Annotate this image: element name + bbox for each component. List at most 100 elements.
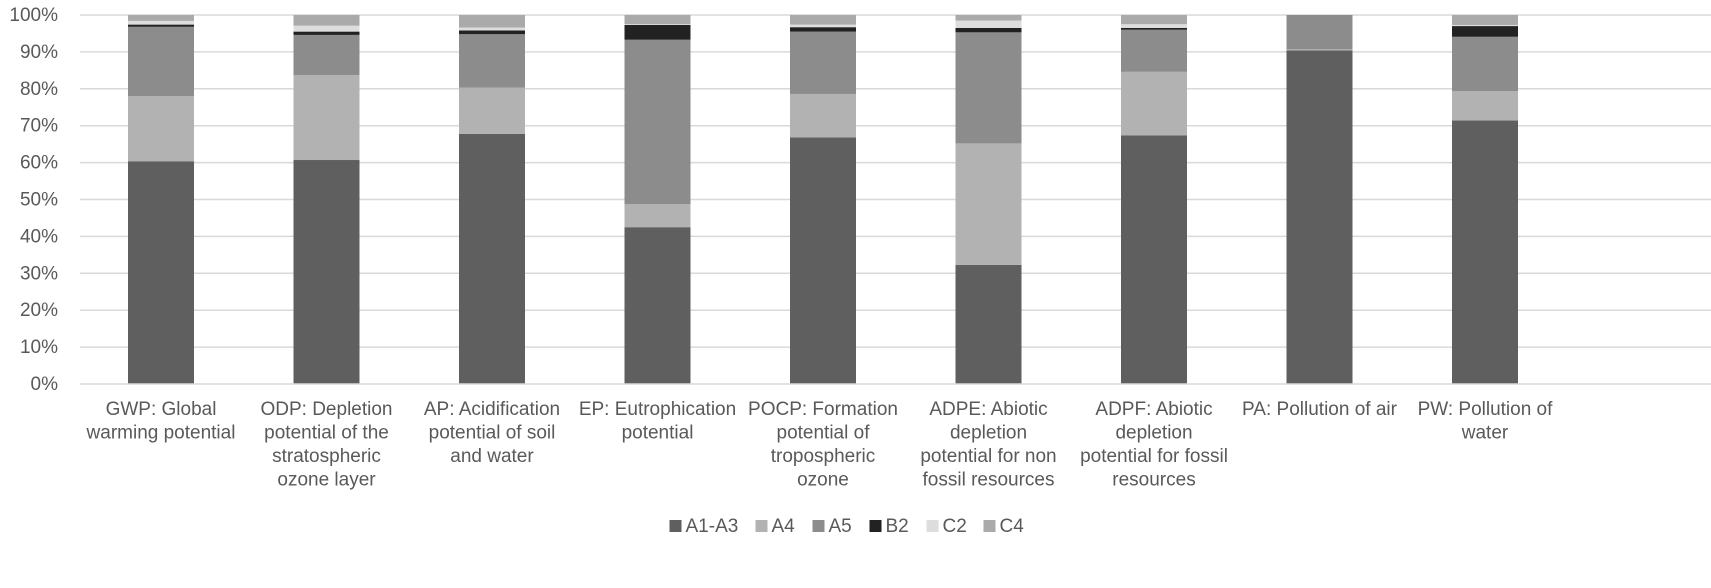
- bar-stack: [1286, 15, 1353, 384]
- x-category-label-line: ODP: Depletion: [260, 399, 392, 420]
- x-category-label-line: warming potential: [86, 423, 236, 444]
- x-category-label-line: potential: [622, 423, 694, 444]
- x-category-label-line: POCP: Formation: [748, 399, 898, 420]
- legend-swatch: [983, 520, 996, 532]
- bar-segment-a5: [459, 34, 525, 88]
- bar-segment-c2: [1121, 24, 1187, 28]
- bars: [128, 15, 1518, 384]
- x-category-label-line: EP: Eutrophication: [579, 399, 736, 420]
- legend-label: C2: [943, 516, 967, 537]
- bar-segment-c4: [128, 15, 194, 21]
- bar-segment-c4: [624, 15, 691, 25]
- bar-segment-c2: [790, 24, 856, 28]
- bar-segment-c2: [1452, 24, 1518, 27]
- x-category-label-line: tropospheric: [771, 446, 876, 467]
- x-category-label-line: ADPF: Abiotic: [1095, 399, 1212, 420]
- bar-segment-a1-a3: [1452, 120, 1518, 384]
- legend-label: A1-A3: [686, 516, 739, 537]
- bar-stack: [1121, 15, 1187, 384]
- legend-label: C4: [1000, 516, 1025, 537]
- bar-segment-a1-a3: [955, 264, 1022, 384]
- legend-item-b2: B2: [869, 516, 909, 537]
- bar-segment-b2: [128, 24, 194, 27]
- x-category-label: ODP: Depletion potential of the stratosphe…: [260, 399, 392, 491]
- bar-segment-a1-a3: [293, 160, 360, 384]
- bar-segment-a5: [790, 31, 856, 94]
- x-category-label: PA: Pollution of air: [1242, 399, 1398, 420]
- y-tick-label: 30%: [20, 263, 58, 284]
- y-axis-ticks: 0% 10% 20% 30% 40% 50% 60% 70% 80% 90% 100%: [9, 5, 58, 395]
- bar-segment-a1-a3: [1121, 135, 1187, 384]
- bar-stack: [293, 15, 360, 384]
- bar-segment-a5: [1121, 29, 1187, 72]
- x-category-label-line: water: [1461, 423, 1509, 444]
- x-category-label-line: GWP: Global: [106, 399, 217, 420]
- x-category-label: PW: Pollution of water: [1418, 399, 1554, 444]
- bar-segment-c4: [1452, 15, 1518, 25]
- bar-segment-b2: [1121, 27, 1187, 30]
- legend-swatch: [926, 520, 939, 532]
- legend-item-c2: C2: [926, 516, 967, 537]
- bar-segment-a5: [624, 39, 691, 205]
- bar-segment-a5: [955, 32, 1022, 144]
- bar-segment-c4: [790, 15, 856, 25]
- x-category-label: AP: Acidification potential of soil and wa…: [424, 399, 560, 467]
- y-tick-label: 20%: [20, 300, 58, 321]
- bar-segment-c4: [955, 15, 1022, 21]
- bar-segment-a4: [1121, 71, 1187, 136]
- bar-segment-a4: [955, 143, 1022, 265]
- category-labels: GWP: Global warming potential ODP: Depleti…: [86, 399, 1554, 491]
- x-category-label-line: AP: Acidification: [424, 399, 560, 420]
- bar-segment-a4: [1452, 91, 1518, 121]
- bar-segment-a1-a3: [459, 133, 525, 384]
- x-category-label: GWP: Global warming potential: [86, 399, 236, 444]
- y-tick-label: 10%: [20, 337, 58, 358]
- legend-label: B2: [886, 516, 909, 537]
- x-category-label: ADPE: Abiotic depletion potential for non f…: [920, 399, 1056, 491]
- legend-swatch: [755, 520, 768, 532]
- bar-segment-a5: [1286, 15, 1353, 50]
- bar-segment-c2: [955, 20, 1022, 28]
- y-tick-label: 50%: [20, 190, 58, 211]
- x-category-label-line: ozone: [797, 470, 849, 491]
- x-category-label-line: potential of soil: [429, 423, 556, 444]
- bar-segment-c2: [459, 27, 525, 31]
- x-category-label-line: ozone layer: [277, 470, 376, 491]
- x-category-label-line: ADPE: Abiotic: [929, 399, 1047, 420]
- x-category-label: ADPF: Abiotic depletion potential for foss…: [1080, 399, 1228, 491]
- legend-item-a1-a3: A1-A3: [669, 516, 739, 537]
- y-tick-label: 0%: [31, 374, 59, 395]
- y-tick-label: 80%: [20, 79, 58, 100]
- y-tick-label: 70%: [20, 116, 58, 137]
- bar-segment-b2: [955, 27, 1022, 33]
- legend-swatch: [812, 520, 825, 532]
- y-tick-label: 40%: [20, 226, 58, 247]
- legend-item-a4: A4: [755, 516, 796, 537]
- bar-segment-a4: [293, 75, 360, 161]
- x-category-label-line: PA: Pollution of air: [1242, 399, 1398, 420]
- bar-segment-a1-a3: [624, 227, 691, 384]
- bar-segment-b2: [790, 27, 856, 32]
- bar-segment-b2: [293, 31, 360, 35]
- x-category-label-line: resources: [1112, 470, 1195, 491]
- bar-segment-a4: [790, 93, 856, 138]
- x-category-label: EP: Eutrophication potential: [579, 399, 736, 444]
- bar-segment-a1-a3: [128, 161, 194, 384]
- x-category-label-line: and water: [450, 446, 534, 467]
- bar-stack: [128, 15, 194, 384]
- legend-swatch: [669, 520, 682, 532]
- x-category-label-line: depletion: [1115, 423, 1192, 444]
- bar-stack: [459, 15, 525, 384]
- x-category-label: POCP: Formation potential of tropospheric o…: [748, 399, 898, 491]
- x-category-label-line: potential of: [777, 423, 871, 444]
- y-tick-label: 100%: [9, 5, 58, 26]
- bar-stack: [955, 15, 1022, 384]
- x-category-label-line: potential for non: [920, 446, 1056, 467]
- y-tick-label: 60%: [20, 153, 58, 174]
- legend-item-a5: A5: [812, 516, 852, 537]
- legend-item-c4: C4: [983, 516, 1025, 537]
- x-category-label-line: fossil resources: [923, 470, 1055, 491]
- legend-label: A4: [772, 516, 796, 537]
